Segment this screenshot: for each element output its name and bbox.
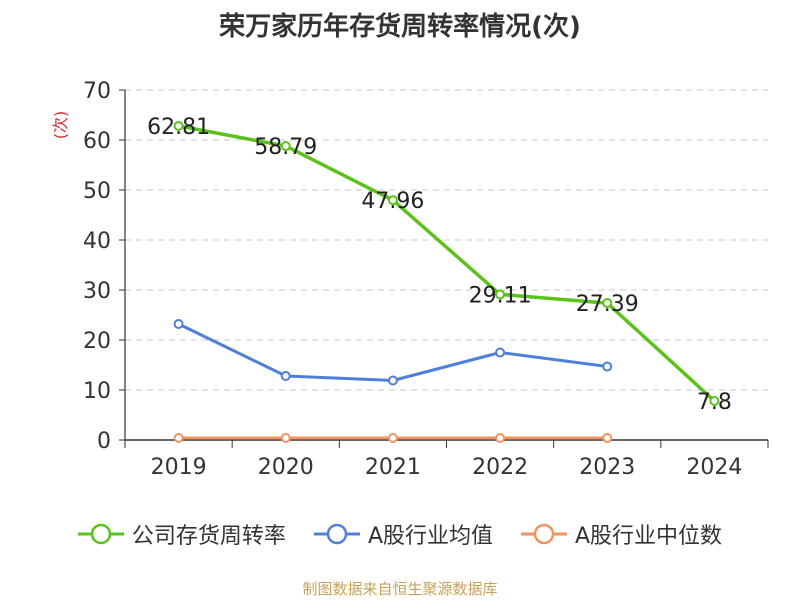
legend-label-1: A股行业均值 <box>367 524 493 549</box>
x-tick-label-2021: 2021 <box>365 455 421 480</box>
y-tick-label-10: 10 <box>83 379 111 404</box>
data-label-2019: 62.81 <box>147 115 210 140</box>
x-tick-label-2020: 2020 <box>258 455 314 480</box>
legend-swatch-marker-2 <box>533 523 555 545</box>
data-label-2020: 58.79 <box>254 135 317 160</box>
series-2-point-2021 <box>387 433 398 443</box>
series-2-point-2022 <box>495 433 506 443</box>
legend: 公司存货周转率 A股行业均值 A股行业中位数 <box>0 518 800 550</box>
series-1-point-2022 <box>495 347 506 358</box>
y-tick-label-60: 60 <box>83 129 111 154</box>
data-label-2023: 27.39 <box>576 292 639 317</box>
series-2-point-2023 <box>602 433 613 443</box>
data-label-2021: 47.96 <box>361 189 424 214</box>
series-1-point-2023 <box>602 361 613 372</box>
y-axis-title: (次) <box>51 111 70 140</box>
legend-swatch-0 <box>77 523 124 545</box>
series-0-point-2022 <box>495 289 506 300</box>
series-0-point-2023 <box>602 298 613 309</box>
series-layer <box>173 120 720 443</box>
y-tick-label-50: 50 <box>83 179 111 204</box>
x-tick-label-2023: 2023 <box>579 455 635 480</box>
series-2-point-2019 <box>173 433 184 443</box>
y-tick-label-30: 30 <box>83 279 111 304</box>
legend-item-0: 公司存货周转率 <box>77 518 286 550</box>
series-1-point-2019 <box>173 319 184 329</box>
legend-swatch-2 <box>521 523 567 545</box>
series-0-point-2024 <box>709 396 720 406</box>
data-label-2022: 29.11 <box>469 283 532 308</box>
y-tick-label-20: 20 <box>83 329 111 354</box>
y-tick-label-0: 0 <box>97 429 111 454</box>
series-0-point-2021 <box>387 195 398 206</box>
legend-swatch-marker-1 <box>326 523 348 545</box>
data-label-layer: 62.81 58.79 47.96 29.11 27.39 7.8 <box>147 115 732 415</box>
chart-title: 荣万家历年存货周转率情况(次) <box>219 12 581 42</box>
series-line-1 <box>177 322 609 382</box>
legend-item-2: A股行业中位数 <box>521 518 722 550</box>
series-1-point-2021 <box>387 375 398 386</box>
axis-layer: 0 10 20 30 40 50 60 70 (次) 2019 2020 2021 2022 2023 20… <box>51 79 769 480</box>
legend-swatch-marker-0 <box>90 523 112 545</box>
source-note: 制图数据来自恒生聚源数据库 <box>302 580 498 598</box>
series-2-point-2020 <box>280 433 291 443</box>
data-label-2024: 7.8 <box>697 390 732 415</box>
legend-item-1: A股行业均值 <box>313 518 493 550</box>
y-tick-label-70: 70 <box>83 79 111 104</box>
series-1-point-2020 <box>280 371 291 381</box>
plot-area: 0 10 20 30 40 50 60 70 (次) 2019 2020 2021 2022 2023 20… <box>51 79 769 480</box>
legend-label-0: 公司存货周转率 <box>131 524 286 549</box>
x-tick-label-2019: 2019 <box>151 455 207 480</box>
series-line-0 <box>176 124 717 403</box>
legend-swatch-1 <box>313 523 360 545</box>
series-0-point-2020 <box>280 141 291 152</box>
legend-label-2: A股行业中位数 <box>575 524 723 549</box>
y-tick-label-40: 40 <box>83 229 111 254</box>
grid-layer <box>125 89 768 391</box>
series-0-point-2019 <box>173 120 184 131</box>
x-tick-label-2022: 2022 <box>472 455 528 480</box>
x-tick-label-2024: 2024 <box>686 455 742 480</box>
